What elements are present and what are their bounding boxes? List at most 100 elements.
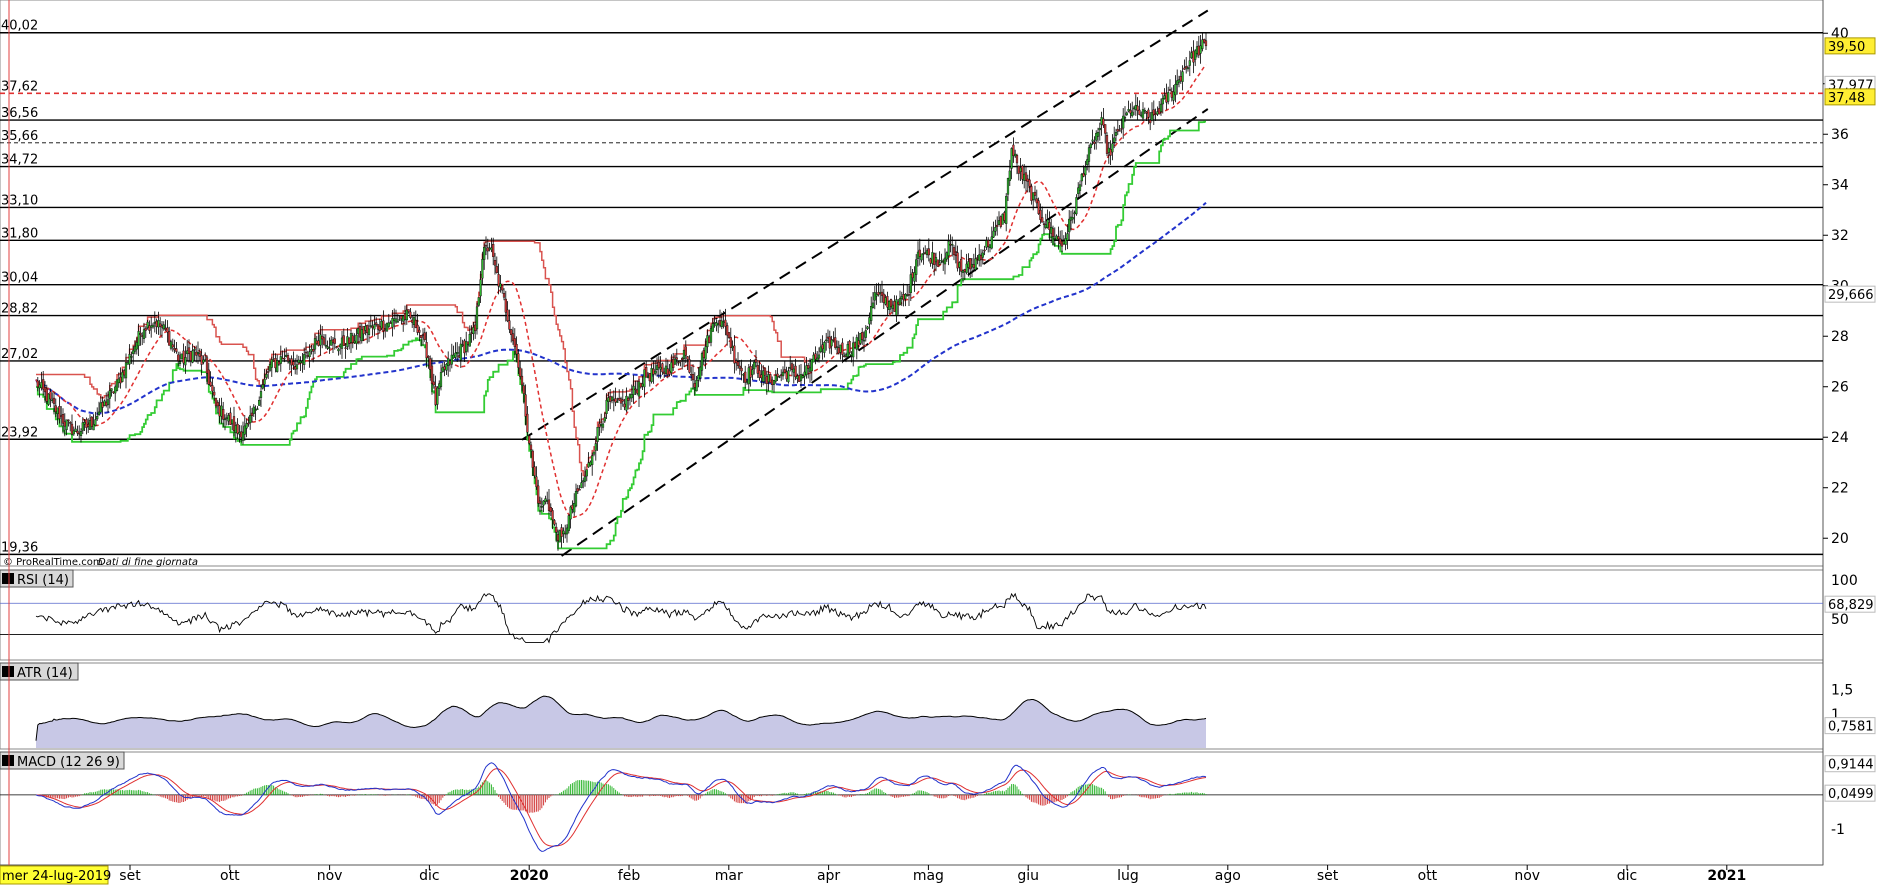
candle-body (493, 260, 497, 266)
candle-body (1082, 172, 1085, 177)
candle-body (409, 311, 412, 319)
candle-body (420, 335, 423, 338)
candle-body (211, 385, 214, 392)
atr-area (36, 696, 1206, 748)
badge-label-3: 29,666 (1828, 288, 1874, 303)
candle-body (99, 402, 102, 413)
candle-body (1062, 241, 1065, 245)
candle-body (101, 402, 104, 408)
candle-body (958, 262, 961, 268)
candle-body (970, 263, 974, 268)
candle-body (375, 322, 378, 325)
candle-body (825, 339, 828, 342)
price-tick-label: 26 (1831, 380, 1849, 396)
candle-body (549, 507, 552, 512)
candle-body (58, 406, 61, 419)
candle-body (873, 292, 876, 301)
badge-label-0: 39,50 (1828, 40, 1865, 55)
panel-frame-3 (0, 751, 1824, 866)
candle-body (220, 405, 223, 417)
badge-box-3 (1824, 285, 1876, 303)
candle-body (447, 358, 450, 367)
candle-body (576, 488, 579, 492)
candle-body (1008, 170, 1011, 181)
price-tick-label: 20 (1831, 531, 1849, 547)
candle-body (1145, 111, 1148, 114)
candle-body (747, 367, 750, 385)
candle-body (1093, 141, 1096, 145)
candle-body (308, 351, 311, 358)
indicator-lines (35, 64, 1207, 550)
candle-body (528, 435, 531, 444)
candle-body (380, 320, 383, 329)
candle-body (1120, 128, 1123, 130)
candle-body (459, 343, 462, 361)
candle-body (920, 253, 923, 261)
level-label-5: 33,10 (1, 193, 38, 208)
candle-body (634, 388, 637, 391)
candle-body (972, 264, 975, 268)
candle-body (351, 335, 354, 343)
candle-body (135, 342, 138, 350)
macd-series: -1 0,9144 0,0499 (0, 755, 1876, 852)
candle-body (1188, 60, 1191, 66)
candle-body (290, 358, 293, 366)
candle-body (943, 257, 947, 265)
time-tick-label: nov (1514, 868, 1540, 884)
candle-body (767, 374, 770, 382)
candle-body (673, 358, 677, 365)
candle-body (74, 428, 77, 432)
candle-body (124, 362, 128, 379)
candle-body (641, 383, 644, 387)
candle-body (441, 367, 444, 372)
rsi-title-box (0, 569, 74, 588)
candle-body (655, 365, 659, 371)
candle-body (63, 421, 66, 427)
candle-body (254, 409, 257, 411)
candle-body (1080, 173, 1083, 182)
candle-body (315, 340, 318, 344)
candle-body (1111, 143, 1114, 153)
candle-body (231, 419, 234, 425)
candle-body (605, 400, 608, 414)
candle-body (1201, 39, 1204, 49)
candle-body (744, 371, 747, 383)
candle-body (83, 422, 86, 425)
candle-body (474, 324, 477, 332)
candle-body (1181, 71, 1184, 82)
candle-body (261, 384, 264, 389)
candle-body (709, 328, 713, 343)
candle-body (169, 341, 173, 349)
candle-body (40, 382, 43, 389)
candle-body (288, 361, 291, 364)
candle-body (90, 416, 93, 427)
candle-body (855, 337, 858, 350)
candle-body (204, 359, 207, 361)
candle-body (349, 333, 353, 343)
candle-body (1026, 178, 1029, 182)
candle-body (821, 344, 824, 350)
candle-body (841, 342, 844, 355)
candle-body (1068, 218, 1071, 233)
candle-body (477, 297, 480, 306)
watermark-note: Dati di fine giornata (98, 557, 198, 568)
candle-body (191, 350, 194, 363)
candle-body (817, 354, 821, 359)
candle-body (690, 374, 693, 376)
candle-body (646, 375, 650, 379)
candle-body (556, 534, 560, 541)
candle-body (128, 354, 131, 365)
candle-body (619, 398, 623, 404)
candle-body (123, 370, 126, 376)
candle-body (844, 354, 848, 357)
candle-body (178, 361, 182, 365)
candle-body (407, 309, 410, 312)
ma-slow-line (35, 201, 1207, 415)
candle-body (506, 309, 509, 322)
candle-body (895, 299, 898, 316)
candle-body (1046, 219, 1049, 228)
candle-body (47, 393, 50, 405)
candle-body (686, 356, 689, 360)
candle-body (603, 417, 606, 422)
